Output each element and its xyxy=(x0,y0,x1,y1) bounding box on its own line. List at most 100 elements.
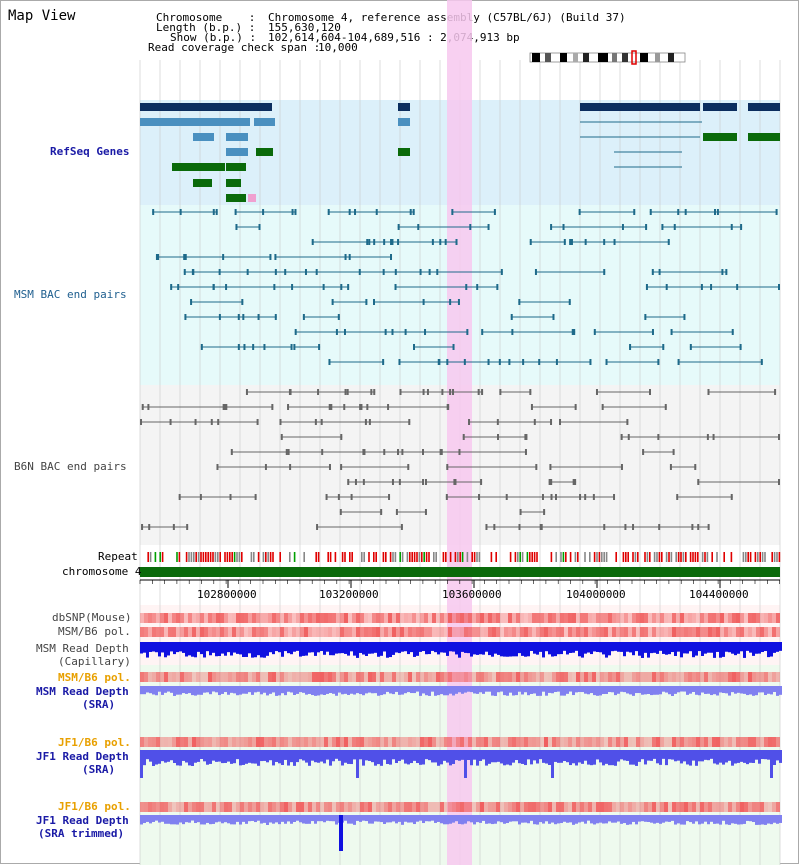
msm-pol-cell xyxy=(648,672,652,682)
msm-pol-cell xyxy=(308,627,312,637)
msm-depth-capillary-bar xyxy=(467,642,470,654)
msm-pol-cell xyxy=(372,627,376,637)
msm-bac-pair-end xyxy=(605,359,608,365)
msm-depth-sra-bar xyxy=(566,686,569,694)
track-label-b6n-bac[interactable]: B6N BAC end pairs xyxy=(14,460,127,473)
dbsnp-cell xyxy=(636,613,640,623)
jf1-pol-cell xyxy=(196,737,200,747)
msm-depth-capillary-bar xyxy=(506,642,509,657)
msm-pol-cell xyxy=(648,627,652,637)
track-label-jf1-b6-pol-2[interactable]: JF1/B6 pol. xyxy=(58,800,131,813)
track-label-msm-b6-pol-2[interactable]: MSM/B6 pol. xyxy=(58,671,131,684)
msm-bac-pair-end xyxy=(252,344,255,350)
repeat-element xyxy=(267,552,269,562)
jf1-pol-cell xyxy=(232,737,236,747)
jf1-depth-sra-bar xyxy=(521,750,524,764)
jf1-pol-cell xyxy=(456,737,460,747)
msm-depth-capillary-bar xyxy=(593,642,596,652)
msm-depth-capillary-bar xyxy=(629,642,632,653)
jf1-pol-cell xyxy=(776,737,780,747)
jf1-pol-cell xyxy=(732,802,736,812)
jf1-depth-trimmed-bar xyxy=(404,815,407,822)
dbsnp-cell xyxy=(260,613,264,623)
dbsnp-cell xyxy=(160,613,164,623)
jf1-pol-cell xyxy=(516,802,520,812)
jf1-depth-sra-bar xyxy=(335,750,338,759)
msm-pol-cell xyxy=(688,672,692,682)
jf1-pol-cell xyxy=(660,802,664,812)
msm-pol-cell xyxy=(420,672,424,682)
msm-depth-capillary-bar xyxy=(509,642,512,657)
track-label-jf1-depth-trimmed[interactable]: JF1 Read Depth xyxy=(36,814,129,827)
jf1-depth-sra-bar xyxy=(242,750,245,765)
msm-depth-sra-bar xyxy=(350,686,353,694)
track-label-msm-depth-capillary[interactable]: MSM Read Depth xyxy=(36,642,129,655)
msm-depth-sra-bar xyxy=(752,686,755,696)
repeat-element xyxy=(627,552,629,562)
track-label-msm-bac[interactable]: MSM BAC end pairs xyxy=(14,288,127,301)
msm-pol-cell xyxy=(216,672,220,682)
msm-pol-cell xyxy=(668,627,672,637)
jf1-pol-cell xyxy=(380,802,384,812)
msm-depth-sra-bar xyxy=(338,686,341,693)
chromosome-ideogram[interactable] xyxy=(529,50,686,65)
axis-tick-label: 102800000 xyxy=(197,588,257,601)
repeat-element xyxy=(399,552,401,562)
repeat-element xyxy=(459,552,461,562)
msm-depth-capillary-bar xyxy=(293,642,296,652)
jf1-pol-cell xyxy=(620,802,624,812)
track-label-jf1-depth-sra[interactable]: JF1 Read Depth xyxy=(36,750,129,763)
track-label-msm-b6-pol-1[interactable]: MSM/B6 pol. xyxy=(58,625,131,638)
track-label-jf1-b6-pol-1[interactable]: JF1/B6 pol. xyxy=(58,736,131,749)
msm-depth-capillary-bar xyxy=(437,642,440,655)
jf1-depth-sra-bar xyxy=(668,750,671,760)
msm-pol-cell xyxy=(676,627,680,637)
msm-depth-capillary-bar xyxy=(755,642,758,654)
msm-depth-sra-bar xyxy=(716,686,719,696)
msm-depth-sra-bar xyxy=(260,686,263,695)
b6n-bac-pair-end xyxy=(694,464,697,470)
msm-bac-pair-end xyxy=(644,314,647,320)
jf1-depth-trimmed-bar xyxy=(275,815,278,823)
msm-depth-sra-bar xyxy=(584,686,587,694)
jf1-depth-trimmed-bar xyxy=(629,815,632,825)
repeat-element xyxy=(195,552,197,562)
jf1-depth-trimmed-bar xyxy=(377,815,380,822)
track-label-repeat[interactable]: Repeat xyxy=(98,550,138,563)
jf1-pol-cell xyxy=(692,802,696,812)
jf1-depth-trimmed-bar xyxy=(320,815,323,822)
dbsnp-cell xyxy=(316,613,320,623)
msm-depth-capillary-bar xyxy=(302,642,305,656)
jf1-depth-sra-bar xyxy=(386,750,389,764)
msm-pol-cell xyxy=(376,672,380,682)
track-label-dbsnp[interactable]: dbSNP(Mouse) xyxy=(52,611,132,624)
track-label-msm-depth-sra[interactable]: MSM Read Depth xyxy=(36,685,129,698)
jf1-pol-cell xyxy=(668,737,672,747)
b6n-bac-pair-end xyxy=(320,419,323,425)
refseq-gene xyxy=(193,179,212,187)
msm-depth-sra-bar xyxy=(590,686,593,694)
msm-depth-sra-bar xyxy=(476,686,479,694)
jf1-depth-sra-bar xyxy=(143,750,146,766)
msm-depth-sra-bar xyxy=(341,686,344,695)
jf1-depth-sra-bar xyxy=(434,750,437,763)
jf1-pol-cell xyxy=(384,737,388,747)
jf1-depth-sra-bar xyxy=(203,750,206,762)
dbsnp-cell xyxy=(728,613,732,623)
jf1-depth-sra-bar xyxy=(701,750,704,762)
b6n-bac-pair-end xyxy=(440,449,443,455)
jf1-depth-trimmed-bar xyxy=(449,815,452,824)
msm-depth-sra-bar xyxy=(734,686,737,694)
jf1-depth-sra-bar xyxy=(767,750,770,760)
msm-depth-capillary-bar xyxy=(710,642,713,653)
msm-pol-cell xyxy=(256,672,260,682)
msm-depth-sra-bar xyxy=(503,686,506,696)
msm-depth-capillary-bar xyxy=(641,642,644,658)
track-label-chromosome[interactable]: chromosome 4 xyxy=(62,565,142,578)
msm-pol-cell xyxy=(568,672,572,682)
dbsnp-cell xyxy=(412,613,416,623)
track-label-refseq-genes[interactable]: RefSeq Genes xyxy=(50,145,130,158)
jf1-pol-cell xyxy=(504,802,508,812)
repeat-element xyxy=(603,552,605,562)
